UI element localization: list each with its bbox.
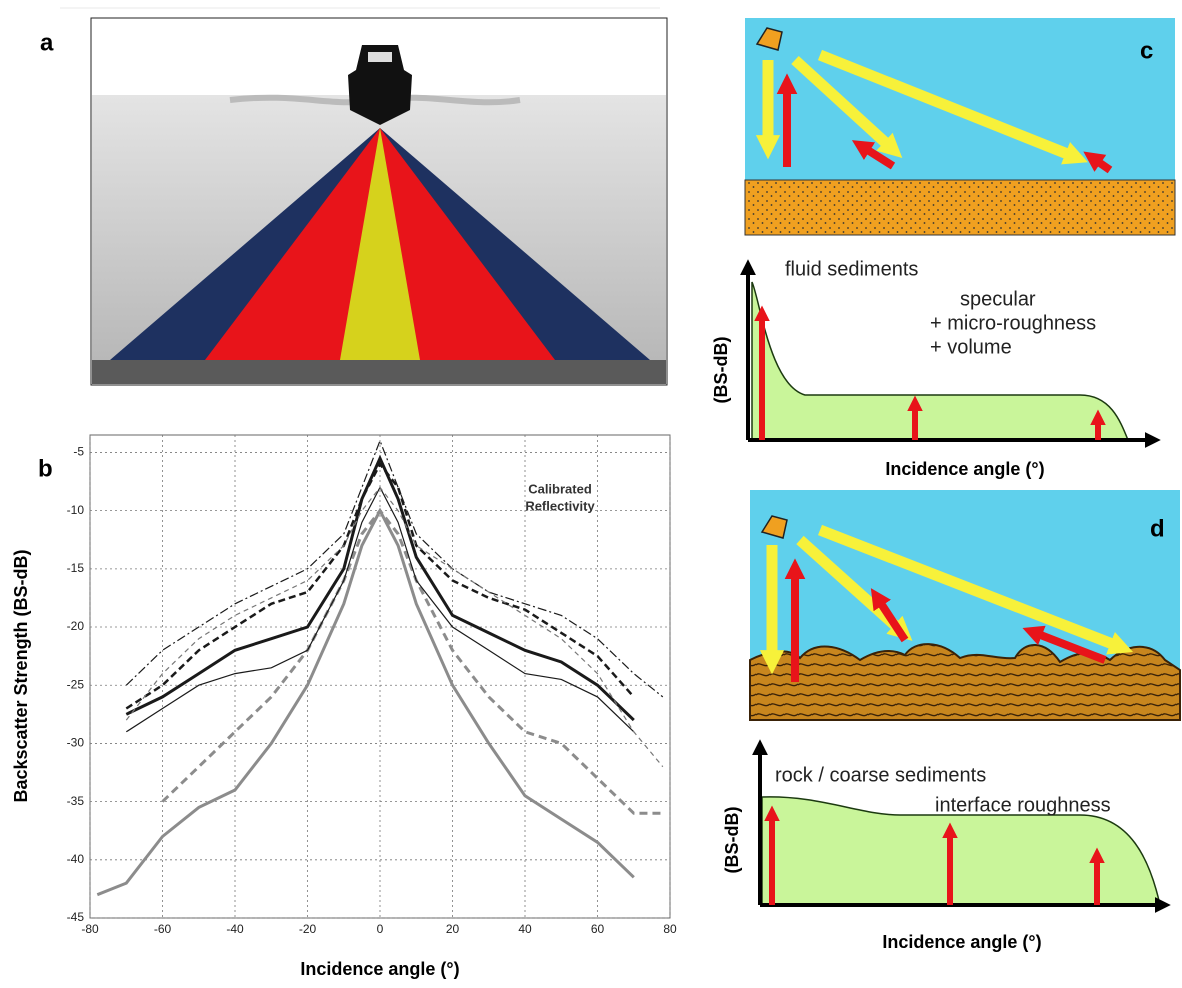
annotation: Calibrated: [528, 481, 592, 496]
sediment: [745, 180, 1175, 235]
panel-label: d: [1150, 515, 1165, 542]
figure: a c fluid sediments specular + micro-rou…: [0, 0, 1182, 983]
x-tick-label: 20: [446, 922, 460, 936]
diagram-text: specular: [960, 288, 1036, 310]
panel-label: c: [1140, 37, 1153, 64]
x-tick-label: -80: [81, 922, 99, 936]
x-tick-label: 80: [663, 922, 677, 936]
diagram-text: + micro-roughness: [930, 312, 1096, 334]
y-axis-label: (BS-dB): [711, 337, 731, 404]
y-axis-label: (BS-dB): [722, 807, 742, 874]
x-axis-label: Incidence angle (°): [300, 959, 459, 979]
response-curve: [752, 282, 1128, 440]
x-tick-label: 0: [377, 922, 384, 936]
panel-c: c fluid sediments specular + micro-rough…: [711, 18, 1175, 479]
water: [745, 18, 1175, 180]
x-axis-label: Incidence angle (°): [885, 459, 1044, 479]
x-tick-label: -60: [154, 922, 172, 936]
y-tick-label: -30: [67, 736, 85, 750]
x-tick-label: -40: [226, 922, 244, 936]
y-tick-label: -10: [67, 503, 85, 517]
y-tick-label: -45: [67, 910, 85, 924]
boat-window: [368, 52, 392, 62]
y-tick-label: -5: [73, 445, 84, 459]
y-tick-label: -15: [67, 561, 85, 575]
panel-label: a: [40, 29, 54, 56]
panel-d: d rock / coarse sediments interface roug…: [722, 490, 1180, 952]
diagram-text: + volume: [930, 336, 1012, 358]
y-tick-label: -25: [67, 677, 85, 691]
x-tick-label: 40: [518, 922, 532, 936]
diagram-title: rock / coarse sediments: [775, 764, 986, 786]
y-axis-label: Backscatter Strength (BS-dB): [11, 549, 31, 802]
diagram-text: interface roughness: [935, 794, 1111, 816]
seafloor: [92, 360, 666, 384]
panel-a: a: [40, 18, 667, 385]
annotation: Reflectivity: [525, 498, 595, 513]
x-tick-label: 60: [591, 922, 605, 936]
diagram-title: fluid sediments: [785, 258, 918, 280]
panel-b: b Incidence angle (°) Backscatter Streng…: [11, 435, 677, 979]
rock: [750, 644, 1180, 720]
x-axis-label: Incidence angle (°): [882, 932, 1041, 952]
y-tick-label: -20: [67, 619, 85, 633]
panel-label: b: [38, 455, 53, 482]
y-tick-label: -40: [67, 852, 85, 866]
y-tick-label: -35: [67, 794, 85, 808]
x-tick-label: -20: [299, 922, 317, 936]
